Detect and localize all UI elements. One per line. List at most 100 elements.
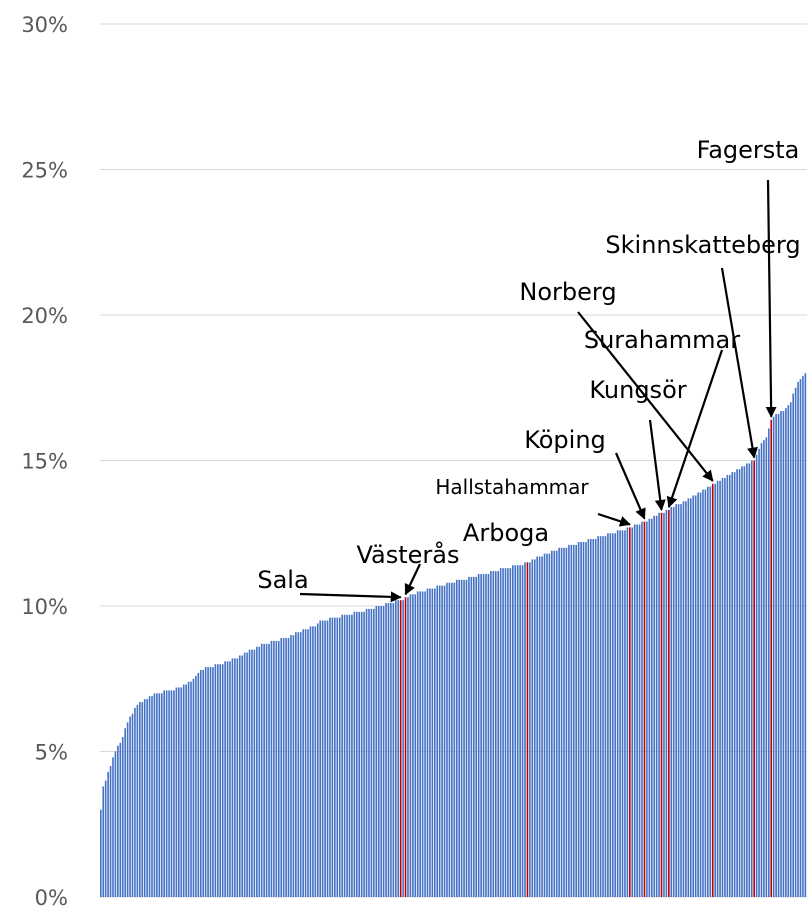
callout-arrow (720, 267, 758, 459)
bar (217, 664, 219, 897)
bar (394, 600, 397, 897)
bar (104, 780, 107, 897)
bar (799, 379, 802, 897)
bar (448, 582, 451, 897)
bar (204, 667, 207, 897)
bar (341, 614, 343, 897)
bar (100, 809, 102, 897)
bar (470, 576, 473, 897)
bar (256, 646, 258, 897)
bar (743, 466, 746, 897)
bar (180, 687, 183, 897)
bar (358, 611, 361, 897)
bar (270, 640, 273, 897)
bar (231, 658, 234, 897)
bar (282, 638, 285, 897)
bar (314, 626, 317, 897)
bar (699, 492, 702, 897)
bar (529, 562, 531, 897)
bar (424, 591, 426, 897)
bar (555, 550, 558, 897)
bar (185, 684, 187, 897)
bar (329, 617, 331, 897)
bar (685, 501, 687, 897)
bar (711, 483, 714, 897)
bar (404, 597, 407, 897)
bar (407, 597, 409, 897)
bar (490, 571, 492, 897)
bar (563, 547, 565, 897)
callout-arrow (404, 563, 421, 596)
bar (580, 541, 582, 897)
bar (533, 559, 536, 897)
bar (214, 664, 217, 897)
bar (465, 579, 468, 897)
callout-label: Arboga (463, 519, 549, 547)
bar (163, 690, 165, 897)
bar (507, 568, 509, 897)
bar (587, 539, 590, 897)
bar (131, 713, 134, 897)
bar (236, 658, 239, 897)
bar (524, 562, 526, 897)
bar (182, 684, 185, 897)
bar (124, 728, 126, 897)
bar (750, 460, 753, 897)
bar (126, 722, 129, 897)
bar (758, 448, 760, 897)
bar (436, 585, 439, 897)
bar (463, 579, 465, 897)
bar (802, 376, 804, 897)
bar (626, 527, 629, 897)
bar (531, 559, 534, 897)
bar (794, 387, 797, 897)
bar (607, 533, 609, 897)
bar (156, 693, 158, 897)
bar (594, 539, 597, 897)
bar (677, 504, 680, 897)
bar (238, 655, 241, 897)
bar (168, 690, 170, 897)
bar (253, 649, 256, 897)
bar (268, 643, 270, 897)
bar (763, 440, 765, 897)
bar (494, 571, 497, 897)
callout-label: Kungsör (589, 376, 686, 404)
bar (312, 626, 314, 897)
bar (785, 408, 787, 897)
bar (321, 620, 324, 897)
bar (146, 699, 148, 897)
bar (382, 606, 385, 897)
bar (307, 629, 309, 897)
bar (390, 603, 392, 897)
bar (782, 411, 785, 897)
bar (719, 480, 721, 897)
bar (295, 632, 297, 897)
bar (326, 620, 329, 897)
bar (650, 518, 653, 897)
bar (355, 611, 358, 897)
bar (207, 667, 209, 897)
y-tick-label: 30% (21, 13, 68, 37)
bar (260, 643, 263, 897)
bar (109, 766, 112, 897)
bar (560, 547, 563, 897)
bar (546, 553, 548, 897)
bar (724, 477, 726, 897)
bar (741, 466, 743, 897)
bar (338, 617, 341, 897)
bar (633, 524, 636, 897)
bar (551, 550, 553, 897)
bar (387, 603, 390, 897)
bar (629, 527, 631, 897)
bar (153, 693, 156, 897)
bar (263, 643, 265, 897)
bar (543, 553, 546, 897)
bar (694, 495, 697, 897)
bar (443, 585, 446, 897)
bar (385, 603, 387, 897)
bar (429, 588, 431, 897)
bar (397, 600, 400, 897)
bar (692, 495, 695, 897)
